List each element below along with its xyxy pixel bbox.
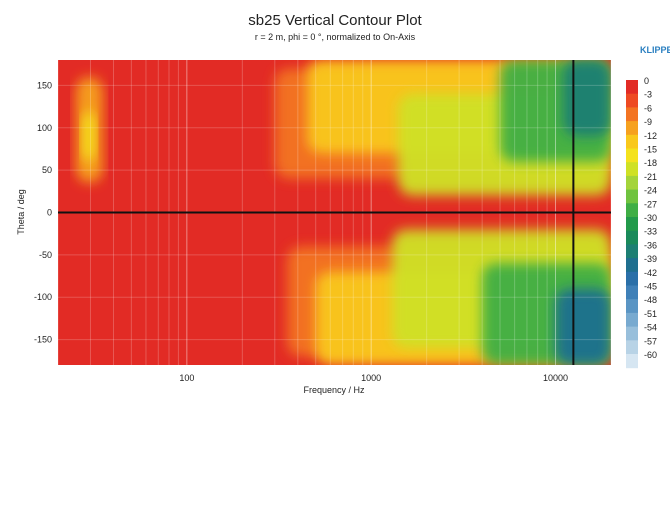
reference-lines (58, 60, 611, 365)
colorbar-swatch (626, 80, 638, 95)
colorbar-tick-label: -48 (644, 295, 657, 305)
x-tick-label: 100 (179, 373, 194, 383)
colorbar-swatch (626, 340, 638, 355)
y-axis-ticks: 150 100 50 0 -50 -100 -150 (34, 80, 52, 344)
colorbar-swatch (626, 107, 638, 122)
colorbar-swatch (626, 354, 638, 369)
colorbar-tick-label: -51 (644, 309, 657, 319)
colorbar-swatch (626, 299, 638, 314)
colorbar-tick-label: -18 (644, 158, 657, 168)
y-axis-label: Theta / deg (16, 189, 26, 235)
colorbar-swatch (626, 189, 638, 204)
colorbar-swatch (626, 121, 638, 136)
y-tick-label: -50 (39, 250, 52, 260)
chart-title: sb25 Vertical Contour Plot (248, 12, 422, 29)
chart-subtitle: r = 2 m, phi = 0 °, normalized to On-Axi… (255, 32, 416, 42)
contour-region-1 (82, 110, 96, 162)
colorbar-swatch (626, 285, 638, 300)
colorbar-tick-label: -36 (644, 240, 657, 250)
colorbar-tick-label: -9 (644, 117, 652, 127)
colorbar-tick-label: -42 (644, 268, 657, 278)
colorbar-tick-label: -54 (644, 323, 657, 333)
colorbar-swatch (626, 230, 638, 245)
x-axis-label: Frequency / Hz (303, 385, 365, 395)
x-axis-ticks: 100 1000 10000 (179, 373, 568, 383)
colorbar-tick-label: -21 (644, 172, 657, 182)
contour-region-11 (555, 288, 611, 365)
colorbar-tick-label: -3 (644, 90, 652, 100)
colorbar-swatch (626, 134, 638, 149)
colorbar-tick-label: -30 (644, 213, 657, 223)
colorbar-swatch (626, 326, 638, 341)
colorbar-tick-label: -45 (644, 282, 657, 292)
colorbar-swatch (626, 162, 638, 177)
colorbar-tick-label: -12 (644, 131, 657, 141)
colorbar-swatch (626, 203, 638, 218)
y-tick-label: 0 (47, 208, 52, 218)
y-tick-label: -100 (34, 292, 52, 302)
colorbar-swatch (626, 271, 638, 286)
colorbar-tick-label: -27 (644, 199, 657, 209)
colorbar-tick-label: -15 (644, 145, 657, 155)
brand-label: KLIPPE (640, 45, 670, 55)
contour-region-6 (563, 60, 611, 137)
colorbar-swatch (626, 258, 638, 273)
y-tick-label: 100 (37, 123, 52, 133)
x-tick-label: 10000 (543, 373, 568, 383)
x-tick-label: 1000 (361, 373, 381, 383)
y-tick-label: 150 (37, 80, 52, 90)
colorbar-tick-label: -57 (644, 336, 657, 346)
colorbar: 0 -3 -6 -9 -12 -15 -18 -21 -24 -27 -30 -33 -36 -39 -42… (626, 76, 657, 369)
colorbar-tick-label: -24 (644, 186, 657, 196)
contour-layer (75, 60, 611, 365)
y-tick-label: -150 (34, 335, 52, 345)
colorbar-tick-label: -6 (644, 103, 652, 113)
y-tick-label: 50 (42, 165, 52, 175)
colorbar-tick-label: 0 (644, 76, 649, 86)
colorbar-swatch (626, 312, 638, 328)
colorbar-tick-label: -33 (644, 227, 657, 237)
colorbar-tick-label: -39 (644, 254, 657, 264)
colorbar-swatch (626, 175, 638, 191)
colorbar-swatch (626, 244, 638, 259)
colorbar-swatch (626, 217, 638, 232)
colorbar-tick-label: -60 (644, 350, 657, 360)
colorbar-swatch (626, 93, 638, 108)
colorbar-swatch (626, 148, 638, 163)
